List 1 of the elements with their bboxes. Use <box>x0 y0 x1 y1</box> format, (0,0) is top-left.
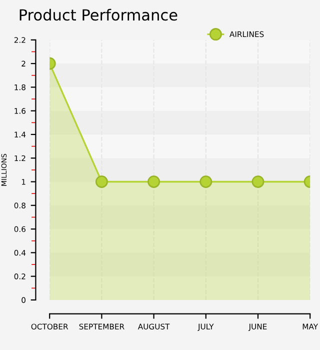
chart-title: Product Performance <box>20 8 178 21</box>
